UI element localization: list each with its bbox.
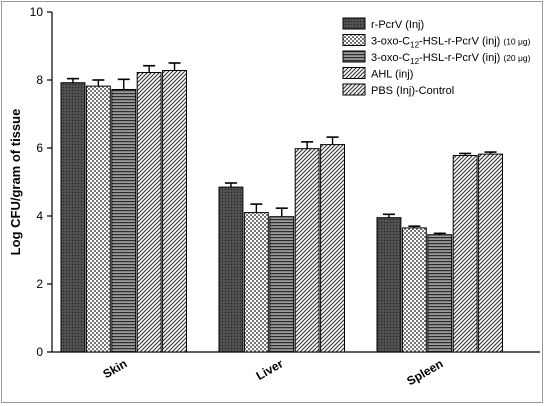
- legend-swatch: [342, 17, 366, 30]
- bar-spleen-series-5: [478, 153, 504, 353]
- bar-skin-series-5: [162, 69, 188, 353]
- bar-skin-series-1: [60, 82, 86, 353]
- bar-skin-series-3: [111, 89, 137, 353]
- legend-label-mid: -HSL-r-PcrV (inj): [419, 36, 503, 48]
- y-tick-label: 0: [36, 345, 43, 359]
- y-tick-label: 2: [36, 277, 43, 291]
- bar-liver-series-4: [294, 148, 320, 353]
- legend: r-PcrV (Inj) 3-oxo-C12-HSL-r-PcrV (inj) (…: [342, 17, 531, 97]
- y-tick-label: 6: [36, 141, 43, 155]
- x-category-label: Skin: [101, 356, 130, 381]
- y-tick-label: 8: [36, 73, 43, 87]
- legend-label: r-PcrV (Inj): [371, 19, 424, 31]
- bar-spleen-series-4: [452, 154, 478, 353]
- legend-label-main: 3-oxo-C: [371, 36, 410, 48]
- legend-label-dose: (20 μg): [503, 53, 530, 63]
- legend-swatch: [342, 83, 366, 96]
- legend-label-mid: -HSL-r-PcrV (inj): [419, 52, 503, 64]
- legend-label-dose: (10 μg): [503, 37, 530, 47]
- y-tick-label: 10: [30, 5, 44, 19]
- bars: [60, 62, 504, 353]
- legend-label-main: r-PcrV (Inj): [371, 19, 424, 31]
- bar-liver-series-5: [320, 144, 346, 353]
- legend-label-subscript: 12: [410, 41, 419, 50]
- bar-skin-series-2: [85, 85, 111, 353]
- bar-spleen-series-1: [376, 217, 402, 353]
- legend-label: AHL (inj): [371, 69, 413, 81]
- y-axis-title: Log CFU/gram of tissue: [8, 109, 23, 256]
- bar-liver-series-2: [243, 212, 269, 353]
- legend-label: 3-oxo-C12-HSL-r-PcrV (inj) (10 μg): [371, 36, 531, 50]
- x-category-labels: Skin Liver Spleen: [101, 356, 446, 388]
- legend-label: PBS (Inj)-Control: [371, 85, 454, 97]
- legend-label: 3-oxo-C12-HSL-r-PcrV (inj) (20 μg): [371, 52, 531, 66]
- legend-swatch: [342, 50, 366, 63]
- bar-liver-series-3: [269, 216, 295, 353]
- legend-label-main: 3-oxo-C: [371, 52, 410, 64]
- x-category-label: Liver: [254, 356, 286, 383]
- bar-skin-series-4: [136, 72, 162, 353]
- legend-swatch: [342, 67, 366, 79]
- legend-label-main: AHL (inj): [371, 69, 413, 81]
- legend-label-main: PBS (Inj)-Control: [371, 85, 454, 97]
- legend-label-subscript: 12: [410, 57, 419, 66]
- y-ticks: 0 2 4 6 8 10: [30, 5, 52, 359]
- bar-spleen-series-2: [401, 227, 427, 353]
- y-tick-label: 4: [36, 209, 43, 223]
- bar-liver-series-1: [218, 186, 244, 353]
- legend-swatch: [342, 34, 366, 46]
- bar-spleen-series-3: [427, 234, 453, 353]
- x-category-label: Spleen: [404, 356, 445, 388]
